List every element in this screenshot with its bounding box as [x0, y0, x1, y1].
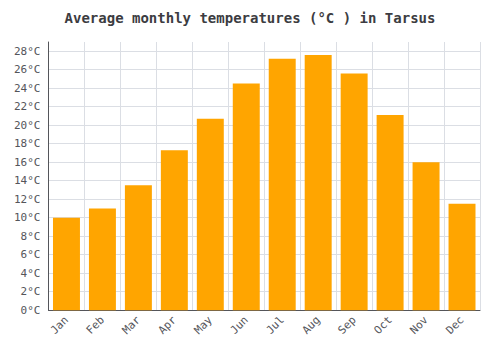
svg-text:8°C: 8°C — [21, 230, 41, 243]
svg-text:6°C: 6°C — [21, 248, 41, 261]
svg-text:Dec: Dec — [443, 314, 466, 337]
svg-text:May: May — [192, 313, 215, 336]
svg-text:20°C: 20°C — [14, 119, 41, 132]
svg-text:Feb: Feb — [84, 314, 107, 337]
svg-text:Jul: Jul — [264, 314, 287, 337]
svg-text:2°C: 2°C — [21, 285, 41, 298]
svg-text:0°C: 0°C — [21, 304, 41, 317]
svg-text:22°C: 22°C — [14, 100, 41, 113]
svg-text:10°C: 10°C — [14, 211, 41, 224]
svg-text:Sep: Sep — [336, 314, 359, 337]
svg-text:Oct: Oct — [371, 314, 394, 337]
svg-text:12°C: 12°C — [14, 193, 41, 206]
svg-text:Jan: Jan — [48, 314, 71, 337]
svg-text:28°C: 28°C — [14, 45, 41, 58]
svg-text:14°C: 14°C — [14, 174, 41, 187]
svg-text:18°C: 18°C — [14, 137, 41, 150]
svg-text:Mar: Mar — [120, 313, 143, 336]
svg-text:24°C: 24°C — [14, 82, 41, 95]
svg-text:Nov: Nov — [407, 313, 430, 336]
svg-text:Aug: Aug — [300, 314, 323, 337]
svg-text:26°C: 26°C — [14, 63, 41, 76]
svg-text:Average monthly temperatures (: Average monthly temperatures (°C ) in Ta… — [65, 10, 436, 26]
svg-text:Jun: Jun — [228, 314, 251, 337]
svg-text:Apr: Apr — [156, 313, 179, 336]
svg-text:4°C: 4°C — [21, 267, 41, 280]
svg-text:16°C: 16°C — [14, 156, 41, 169]
